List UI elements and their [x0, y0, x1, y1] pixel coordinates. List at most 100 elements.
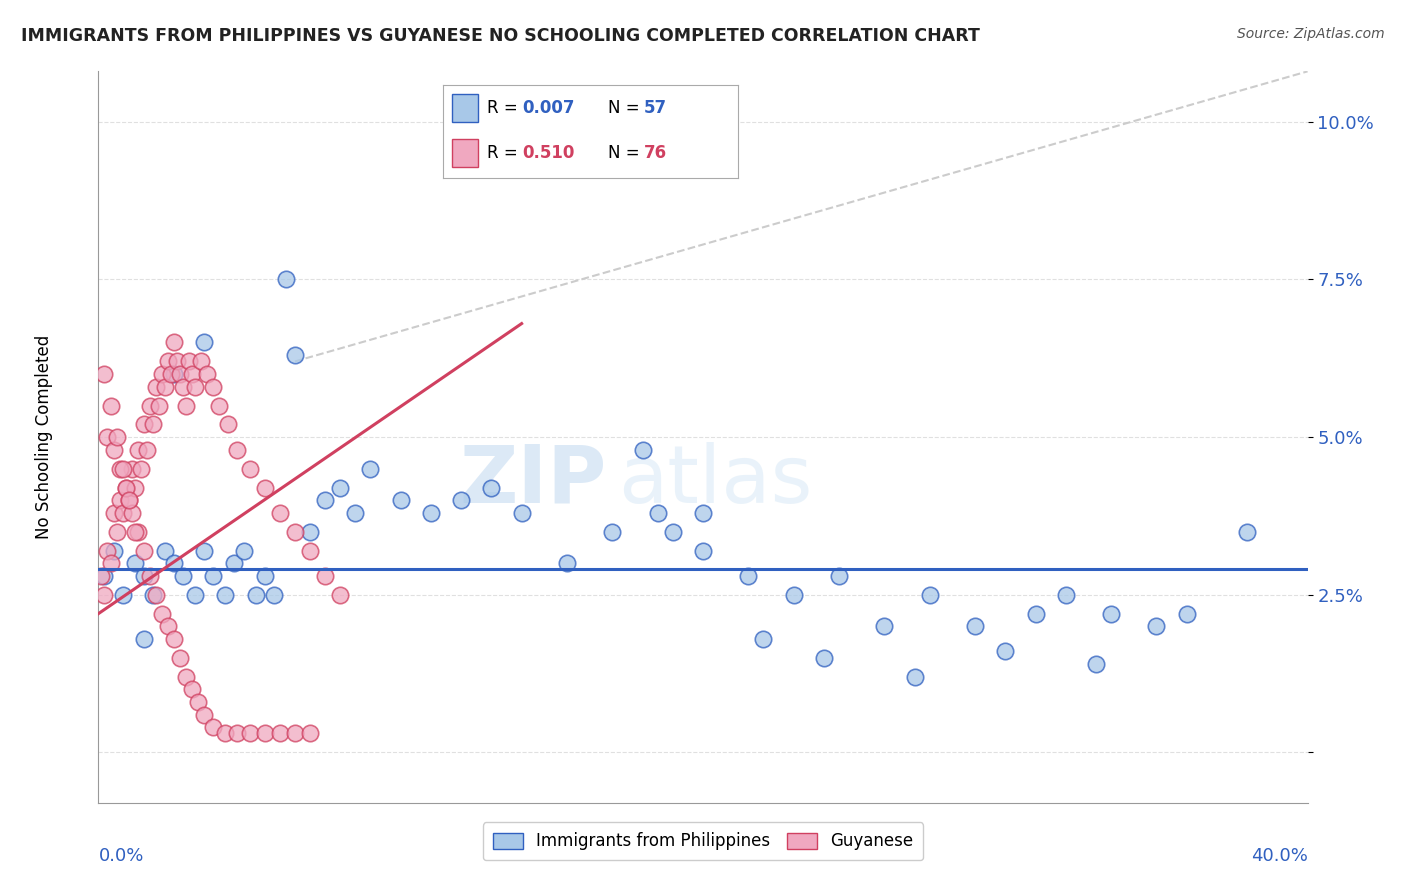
Point — [253, 481, 276, 495]
Text: 0.007: 0.007 — [523, 99, 575, 117]
Point — [142, 417, 165, 432]
Point — [1175, 607, 1198, 621]
Point — [918, 588, 941, 602]
Point — [737, 569, 759, 583]
Point — [90, 569, 112, 583]
Point — [510, 506, 533, 520]
Point — [150, 367, 173, 381]
Point — [1085, 657, 1108, 671]
Bar — [451, 139, 478, 167]
Text: N =: N = — [609, 99, 645, 117]
Point — [190, 354, 212, 368]
Text: No Schooling Completed: No Schooling Completed — [35, 335, 53, 539]
Point — [692, 506, 714, 520]
Point — [172, 379, 194, 393]
Point — [150, 607, 173, 621]
Point — [631, 442, 654, 457]
Text: atlas: atlas — [619, 442, 813, 520]
Point — [752, 632, 775, 646]
Point — [174, 670, 197, 684]
Point — [692, 543, 714, 558]
Point — [181, 682, 204, 697]
Point — [661, 524, 683, 539]
Point — [145, 588, 167, 602]
Point — [108, 461, 131, 475]
Point — [118, 493, 141, 508]
Point — [163, 367, 186, 381]
Point — [202, 569, 225, 583]
Point — [284, 348, 307, 362]
Text: Source: ZipAtlas.com: Source: ZipAtlas.com — [1237, 27, 1385, 41]
Point — [124, 481, 146, 495]
Point — [208, 399, 231, 413]
Point — [214, 588, 236, 602]
Point — [224, 556, 246, 570]
Point — [121, 461, 143, 475]
Point — [360, 461, 382, 475]
Point — [226, 726, 249, 740]
Point — [994, 644, 1017, 658]
Point — [1099, 607, 1122, 621]
Point — [1236, 524, 1258, 539]
Point — [602, 524, 624, 539]
Point — [193, 335, 215, 350]
Point — [160, 367, 183, 381]
Point — [299, 726, 322, 740]
Point — [873, 619, 896, 633]
Point — [103, 442, 125, 457]
Point — [239, 461, 262, 475]
Point — [450, 493, 472, 508]
Point — [284, 726, 307, 740]
Text: IMMIGRANTS FROM PHILIPPINES VS GUYANESE NO SCHOOLING COMPLETED CORRELATION CHART: IMMIGRANTS FROM PHILIPPINES VS GUYANESE … — [21, 27, 980, 45]
Point — [184, 379, 207, 393]
Point — [93, 588, 115, 602]
Point — [174, 399, 197, 413]
Point — [111, 461, 134, 475]
Point — [105, 524, 128, 539]
Point — [193, 707, 215, 722]
Point — [269, 726, 291, 740]
Point — [132, 632, 155, 646]
Point — [100, 399, 122, 413]
Point — [284, 524, 307, 539]
Point — [187, 695, 209, 709]
Text: 0.0%: 0.0% — [98, 847, 143, 864]
Point — [93, 569, 115, 583]
Text: N =: N = — [609, 145, 645, 162]
Point — [389, 493, 412, 508]
Point — [813, 650, 835, 665]
Legend: Immigrants from Philippines, Guyanese: Immigrants from Philippines, Guyanese — [482, 822, 924, 860]
Text: 57: 57 — [644, 99, 666, 117]
Point — [783, 588, 806, 602]
Point — [105, 430, 128, 444]
Point — [1024, 607, 1046, 621]
Point — [139, 569, 162, 583]
Point — [96, 543, 118, 558]
Point — [153, 543, 176, 558]
Point — [202, 379, 225, 393]
Point — [314, 569, 336, 583]
Text: 76: 76 — [644, 145, 666, 162]
Point — [1054, 588, 1077, 602]
Point — [111, 588, 134, 602]
Point — [111, 506, 134, 520]
Point — [555, 556, 578, 570]
Point — [118, 493, 141, 508]
Point — [232, 543, 254, 558]
Point — [127, 524, 149, 539]
Point — [253, 569, 276, 583]
Text: ZIP: ZIP — [458, 442, 606, 520]
Point — [274, 272, 297, 286]
Point — [103, 543, 125, 558]
Point — [904, 670, 927, 684]
Point — [156, 619, 179, 633]
Text: R =: R = — [486, 145, 523, 162]
Point — [314, 493, 336, 508]
Point — [245, 588, 267, 602]
Point — [329, 481, 352, 495]
Point — [239, 726, 262, 740]
Point — [153, 379, 176, 393]
Point — [184, 588, 207, 602]
Point — [135, 442, 157, 457]
Point — [96, 430, 118, 444]
